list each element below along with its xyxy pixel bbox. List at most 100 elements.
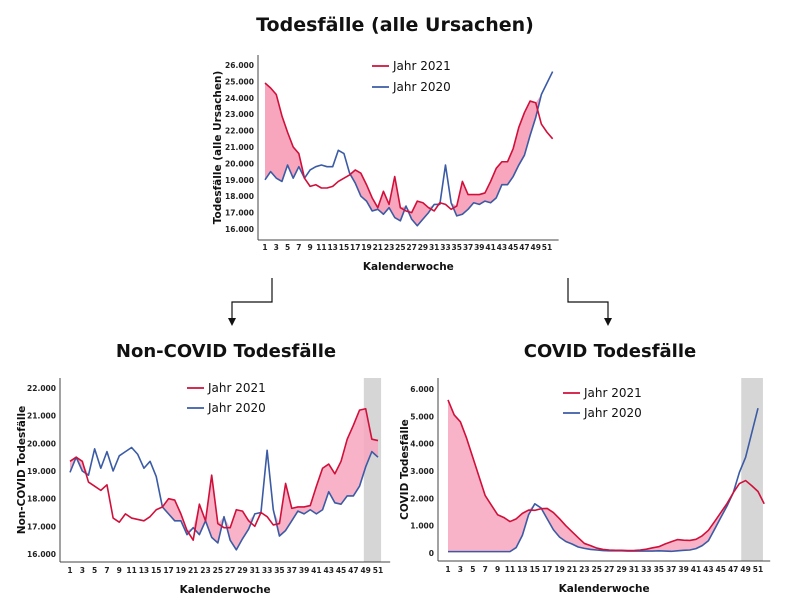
x-tick-label: 3 <box>458 565 463 574</box>
series-2021-line <box>69 407 379 541</box>
main-title: Todesfälle (alle Ursachen) <box>256 14 534 36</box>
x-tick-label: 5 <box>285 243 290 252</box>
x-tick-label: 47 <box>348 566 358 575</box>
legend-label: Jahr 2020 <box>392 80 451 94</box>
x-tick-label: 23 <box>384 243 394 252</box>
x-tick-label: 1 <box>67 566 72 575</box>
x-tick-label: 11 <box>316 243 326 252</box>
x-tick-label: 23 <box>579 565 589 574</box>
x-tick-label: 43 <box>703 565 713 574</box>
x-tick-label: 45 <box>508 243 518 252</box>
x-tick-label: 49 <box>531 243 541 252</box>
y-tick-label: 20.000 <box>27 439 56 448</box>
x-tick-label: 25 <box>395 243 405 252</box>
x-tick-label: 35 <box>452 243 462 252</box>
x-tick-label: 15 <box>339 243 349 252</box>
y-tick-label: 19.000 <box>225 176 254 185</box>
x-tick-label: 51 <box>373 566 383 575</box>
excess-area <box>70 408 378 550</box>
arrow-to-covid <box>567 278 612 326</box>
x-tick-label: 7 <box>104 566 109 575</box>
y-tick-label: 23.000 <box>225 110 254 119</box>
y-tick-label: 17.000 <box>27 522 56 531</box>
y-tick-label: 25.000 <box>225 77 254 86</box>
x-tick-label: 35 <box>274 566 284 575</box>
x-tick-label: 25 <box>592 565 602 574</box>
legend-label: Jahr 2020 <box>207 401 266 415</box>
y-tick-label: 6.000 <box>410 385 434 394</box>
x-tick-label: 27 <box>406 243 416 252</box>
x-tick-label: 19 <box>361 243 371 252</box>
x-tick-label: 21 <box>373 243 383 252</box>
x-tick-label: 51 <box>753 565 763 574</box>
x-tick-label: 15 <box>530 565 540 574</box>
y-axis-label: Todesfälle (alle Ursachen) <box>212 71 224 225</box>
legend-label: Jahr 2021 <box>207 381 266 395</box>
y-tick-label: 1.000 <box>410 522 434 531</box>
x-tick-label: 33 <box>262 566 272 575</box>
y-tick-label: 0 <box>429 549 434 558</box>
x-tick-label: 47 <box>519 243 529 252</box>
x-tick-label: 19 <box>176 566 186 575</box>
x-tick-label: 5 <box>92 566 97 575</box>
x-tick-label: 15 <box>151 566 161 575</box>
y-axis-label: Non-COVID Todesfälle <box>16 406 28 534</box>
y-tick-label: 19.000 <box>27 467 56 476</box>
y-tick-label: 22.000 <box>225 127 254 136</box>
x-tick-label: 31 <box>629 565 639 574</box>
non-covid-title: Non-COVID Todesfälle <box>116 341 336 362</box>
chart-non-covid: 16.000 17.000 18.000 19.000 20.000 21.000 22.0… <box>16 378 391 596</box>
x-tick-label: 17 <box>542 565 552 574</box>
y-tick-label: 5.000 <box>410 412 434 421</box>
x-tick-label: 1 <box>262 243 267 252</box>
y-tick-label: 18.000 <box>27 495 56 504</box>
x-tick-label: 3 <box>80 566 85 575</box>
x-tick-label: 49 <box>360 566 370 575</box>
series-2021-line <box>447 399 765 552</box>
x-tick-label: 29 <box>237 566 247 575</box>
x-tick-label: 37 <box>287 566 297 575</box>
x-tick-label: 39 <box>299 566 309 575</box>
y-tick-label: 2.000 <box>410 494 434 503</box>
legend-label: Jahr 2020 <box>583 406 642 420</box>
y-tick-label: 24.000 <box>225 94 254 103</box>
x-tick-label: 39 <box>474 243 484 252</box>
x-tick-label: 33 <box>440 243 450 252</box>
series-2020-line <box>264 71 554 227</box>
x-tick-label: 11 <box>505 565 515 574</box>
x-tick-label: 29 <box>616 565 626 574</box>
x-tick-label: 43 <box>324 566 334 575</box>
x-tick-label: 49 <box>740 565 750 574</box>
x-tick-label: 47 <box>728 565 738 574</box>
x-tick-label: 13 <box>139 566 149 575</box>
highlight-band <box>741 378 763 561</box>
x-tick-label: 37 <box>463 243 473 252</box>
x-tick-label: 37 <box>666 565 676 574</box>
y-tick-label: 3.000 <box>410 467 434 476</box>
x-tick-label: 3 <box>274 243 279 252</box>
x-tick-label: 45 <box>336 566 346 575</box>
x-tick-label: 31 <box>429 243 439 252</box>
x-tick-label: 17 <box>350 243 360 252</box>
x-axis-label: Kalenderwoche <box>363 261 454 273</box>
excess-area <box>448 399 758 552</box>
x-axis-label: Kalenderwoche <box>559 583 650 595</box>
y-tick-label: 16.000 <box>27 550 56 559</box>
x-tick-label: 41 <box>691 565 701 574</box>
y-tick-label: 21.000 <box>27 412 56 421</box>
x-tick-label: 51 <box>542 243 552 252</box>
y-tick-label: 17.000 <box>225 209 254 218</box>
y-tick-label: 26.000 <box>225 61 254 70</box>
x-tick-label: 45 <box>716 565 726 574</box>
x-tick-label: 21 <box>567 565 577 574</box>
y-tick-label: 22.000 <box>27 384 56 393</box>
x-tick-label: 23 <box>200 566 210 575</box>
x-tick-label: 33 <box>641 565 651 574</box>
x-tick-label: 29 <box>418 243 428 252</box>
y-tick-label: 18.000 <box>225 192 254 201</box>
x-tick-label: 13 <box>517 565 527 574</box>
x-tick-label: 25 <box>213 566 223 575</box>
y-tick-label: 4.000 <box>410 440 434 449</box>
x-tick-label: 1 <box>445 565 450 574</box>
